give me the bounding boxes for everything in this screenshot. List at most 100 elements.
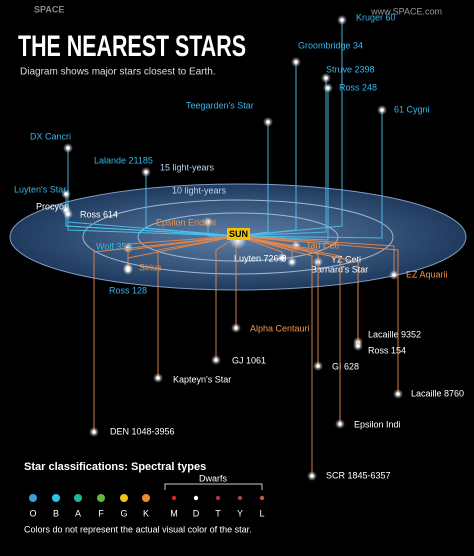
star-dot [380,108,384,112]
star-line [237,235,341,424]
star-line [237,62,297,237]
site: www.SPACE.com [370,6,442,16]
star-label: Epsilon Indi [354,419,401,429]
star-line [67,214,239,237]
star-label: SCR 1845-6357 [326,470,391,480]
class-dot [142,494,150,502]
star-label: Ross 614 [80,209,118,219]
class-letter: K [143,508,149,518]
class-letter: F [98,508,104,518]
star-label: Tau Ceti [306,240,339,250]
subtitle: Diagram shows major stars closest to Ear… [20,67,216,78]
star-label: Alpha Centauri [250,323,310,333]
class-dot [120,494,128,502]
legend-note: Colors do not represent the actual visua… [24,524,252,534]
star-dot [66,212,70,216]
class-letter: A [75,508,81,518]
logo: SPACE [34,4,64,14]
star-dot [234,326,238,330]
star-label: GJ 1061 [232,355,266,365]
title: THE NEAREST STARS [18,30,246,63]
star-label: Struve 2398 [326,64,375,74]
star-dot [294,60,298,64]
star-dot [280,256,284,260]
star-label: Kapteyn's Star [173,374,231,384]
sun-box [227,228,250,240]
class-dot [193,495,199,501]
star-label: DEN 1048-3956 [110,426,175,436]
star-line [237,235,313,476]
star-label: Epsilon Eridani [156,217,216,227]
ring-15 [82,199,394,275]
star-dot [356,344,360,348]
star-label: Lacaille 8760 [411,388,464,398]
star-label: Luyten 726-8 [234,253,287,263]
star-dot [340,18,344,22]
star-label: Ross 128 [109,285,147,295]
class-dot [171,495,177,501]
class-dot [215,495,221,501]
star-dot [214,358,218,362]
legend-group: Dwarfs [199,473,228,483]
legend-title: Star classifications: Spectral types [24,461,206,473]
star-line [127,235,239,268]
star-dot [324,76,328,80]
star-line [145,172,239,237]
star-dot [310,474,314,478]
star-label: Kruger 60 [356,12,396,22]
star-line [237,235,399,394]
star-label: Ross 154 [368,345,406,355]
star-dot [92,430,96,434]
class-dot [52,494,60,502]
star-label: Procyon [36,201,69,211]
star-label: Teegarden's Star [186,100,254,110]
class-letter: T [215,508,221,518]
star-label: Lalande 21185 [94,155,153,165]
star-label: Ross 248 [339,82,377,92]
star-dot [326,86,330,90]
star-line [237,235,319,366]
ring-label: 15 light-years [160,162,215,172]
star-dot [392,273,396,277]
sun-label: SUN [229,229,248,239]
star-dot [64,192,68,196]
star-dot [290,260,294,264]
class-letter: G [120,508,127,518]
class-letter: O [29,508,36,518]
star-dot [396,392,400,396]
class-dot [74,494,82,502]
class-letter: Y [237,508,243,518]
star-dot [144,170,148,174]
star-line [157,235,239,378]
star-dot [338,422,342,426]
star-line [93,235,239,432]
star-dot [316,364,320,368]
class-letter: B [53,508,59,518]
stars: Kruger 60 Groombridge 34 Struve 2398 Ross 2… [14,12,464,481]
star-dot [66,146,70,150]
star-label: Wolf 359 [96,241,131,251]
star-label: Luyten's Star [14,184,66,194]
class-dot [29,494,37,502]
star-label: 61 Cygni [394,104,430,114]
class-dot [237,495,243,501]
star-label: Sirius [139,262,162,272]
star-dot [266,120,270,124]
star-line [237,88,329,241]
star-dot [156,376,160,380]
dwarfs-bracket [164,483,263,490]
star-dot [126,266,130,270]
star-label: EZ Aquarii [406,269,448,279]
class-dot [259,495,265,501]
class-letter: M [170,508,178,518]
class-letter: D [193,508,200,518]
star-dot [206,220,210,224]
class-dot [97,494,105,502]
star-label: GI 628 [332,361,359,371]
star-label: Groombridge 34 [298,40,363,50]
ring-label: 10 light-years [172,185,227,195]
star-label: Lacaille 9352 [368,329,421,339]
